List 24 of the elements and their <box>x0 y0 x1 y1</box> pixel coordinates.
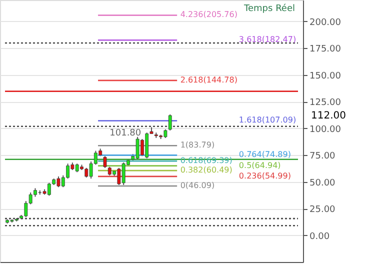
y-tick-label: 150.00 <box>310 71 342 82</box>
ref-line-label: 0(46.09) <box>180 180 215 190</box>
y-tick-label: 0.00 <box>310 232 330 242</box>
y-tick-label: 125.00 <box>310 98 342 108</box>
ref-line-label: 0.382(60.49) <box>180 166 232 175</box>
y-tick-label: 200.00 <box>310 18 342 28</box>
ref-line-label: 3.618(182.47) <box>238 35 296 44</box>
y-tick-label: 175.00 <box>310 44 342 55</box>
ref-line-label: 1.618(107.09) <box>238 116 296 125</box>
y-tick-label: 100.00 <box>310 124 342 135</box>
candlestick <box>168 114 172 131</box>
ref-line-label: 1(83.79) <box>180 140 215 150</box>
annotation: Temps Réel <box>243 3 295 14</box>
text: 112.00 <box>311 110 346 122</box>
y-tick-label: 50.00 <box>310 178 336 188</box>
ref-line-label: 4.236(205.76) <box>180 10 238 20</box>
ref-line-label: 2.618(144.78) <box>180 75 238 84</box>
ref-line-label: 0.5(64.94) <box>238 160 281 170</box>
ref-line-label: 0.236(54.99) <box>238 171 291 180</box>
ref-line-label: 0.764(74.89) <box>238 150 291 160</box>
y-tick-label: 25.00 <box>310 205 336 216</box>
annotation: 101.80 <box>110 128 142 138</box>
candlestick <box>103 156 107 168</box>
y-tick-label: 75.00 <box>310 152 336 162</box>
